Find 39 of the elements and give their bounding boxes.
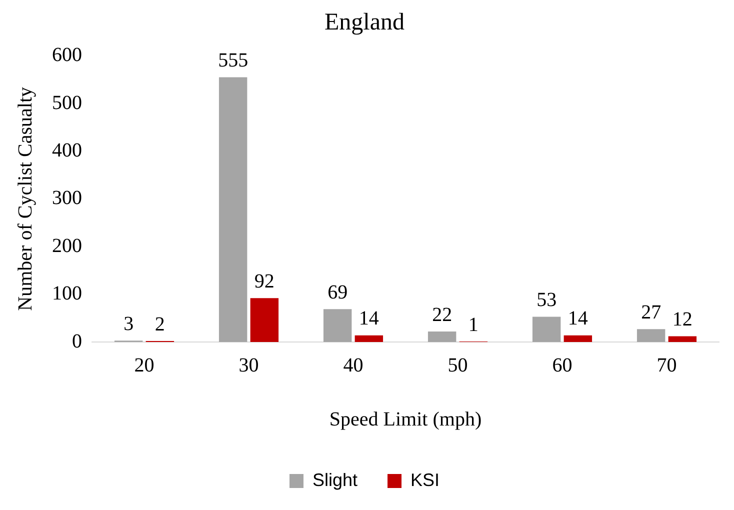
y-axis-title: Number of Cyclist Casualty <box>14 86 36 311</box>
legend-label: KSI <box>410 470 440 490</box>
y-tick-label: 0 <box>72 330 82 352</box>
data-label: 27 <box>641 301 662 324</box>
data-label: 14 <box>568 308 588 330</box>
data-label: 1 <box>468 314 478 336</box>
x-tick-label: 50 <box>448 354 468 376</box>
x-tick-label: 70 <box>656 354 677 376</box>
y-tick-label: 500 <box>52 92 82 114</box>
x-tick-label: 40 <box>343 354 364 376</box>
bar <box>532 316 561 342</box>
data-label: 2 <box>154 313 165 336</box>
data-label: 92 <box>254 270 274 292</box>
x-axis-title: Speed Limit (mph) <box>329 408 482 430</box>
bar <box>668 336 697 342</box>
bar <box>250 298 279 342</box>
data-label: 14 <box>358 308 379 330</box>
legend-label: Slight <box>312 470 358 490</box>
bar <box>564 335 592 342</box>
y-tick-label: 100 <box>52 282 82 305</box>
data-label: 53 <box>536 288 557 311</box>
bar <box>428 332 456 342</box>
data-label: 22 <box>432 304 452 326</box>
data-label: 12 <box>672 308 692 331</box>
bar <box>218 77 248 342</box>
chart-title: England <box>324 10 404 36</box>
data-label: 555 <box>218 50 248 72</box>
bar <box>636 329 666 342</box>
data-label: 69 <box>328 281 348 304</box>
y-tick-label: 600 <box>52 44 82 66</box>
x-tick-label: 20 <box>134 354 154 376</box>
x-tick-label: 60 <box>552 354 572 376</box>
y-tick-label: 400 <box>52 139 82 162</box>
x-tick-label: 30 <box>238 354 259 376</box>
y-tick-label: 300 <box>52 187 82 210</box>
y-tick-label: 200 <box>52 234 82 257</box>
data-label: 3 <box>124 312 134 335</box>
bar <box>354 335 384 342</box>
bar <box>323 309 352 342</box>
